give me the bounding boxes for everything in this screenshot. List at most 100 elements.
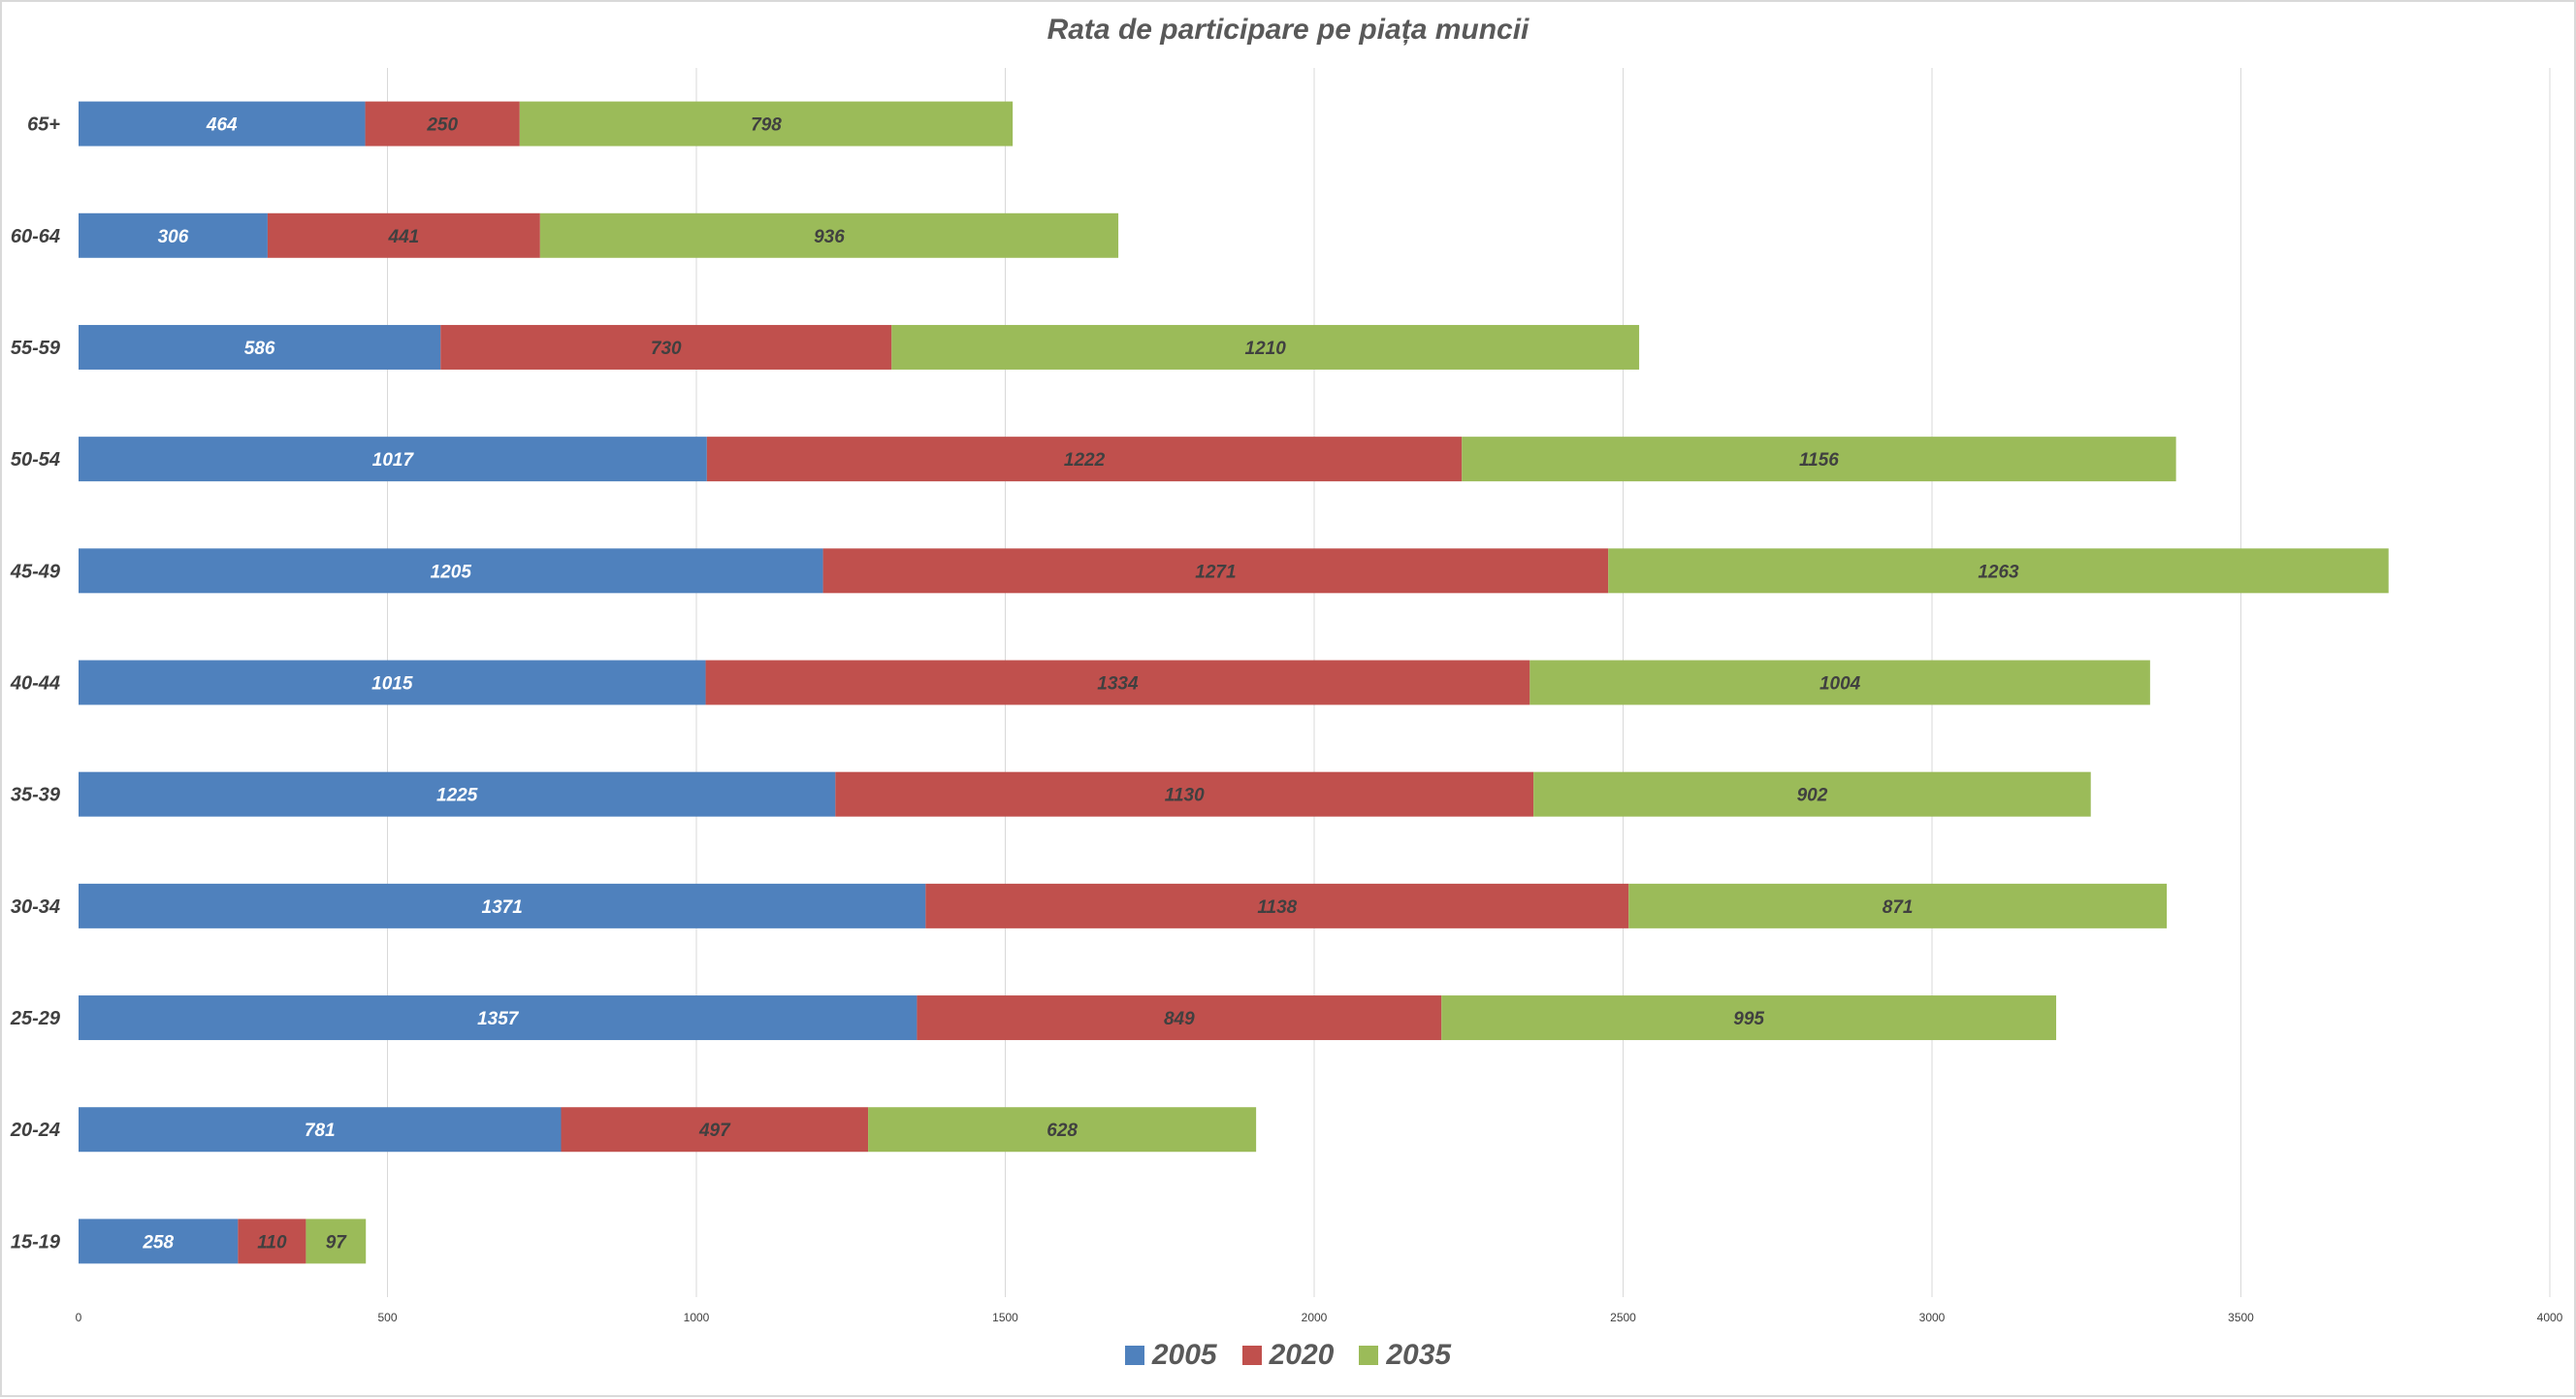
bar-2005 (79, 883, 926, 928)
bar-2020 (705, 660, 1530, 705)
legend-item: 2005 (1124, 1339, 1217, 1372)
data-label: 1225 (436, 786, 478, 806)
data-label: 730 (651, 339, 682, 359)
data-label: 1334 (1097, 674, 1139, 695)
category-label: 35-39 (11, 785, 61, 806)
data-label: 1015 (371, 674, 413, 695)
legend-swatch (1359, 1346, 1379, 1365)
bars (79, 101, 2389, 1264)
data-label: 936 (814, 227, 845, 247)
data-label: 995 (1733, 1009, 1764, 1029)
data-label: 97 (326, 1232, 348, 1253)
category-label: 60-64 (11, 226, 60, 247)
data-label: 1156 (1799, 450, 1839, 471)
bar-2035 (1530, 660, 2150, 705)
legend-item: 2035 (1359, 1339, 1451, 1372)
bar-2020 (822, 548, 1609, 594)
bar-2005 (79, 324, 441, 370)
bar-2035 (1441, 995, 2057, 1041)
category-axis: 65+ 60-64 55-59 50-54 45-49 40-44 35-39 30-34 25… (10, 114, 61, 1253)
category-label: 30-34 (11, 896, 60, 918)
bar-2005 (79, 660, 706, 705)
x-tick-label: 0 (76, 1311, 82, 1324)
data-label: 1371 (482, 897, 523, 918)
category-label: 55-59 (11, 338, 61, 359)
category-label: 15-19 (11, 1231, 61, 1253)
x-tick-label: 2500 (1610, 1311, 1636, 1324)
x-tick-label: 3000 (1919, 1311, 1946, 1324)
category-label: 50-54 (11, 449, 60, 471)
bar-2020 (706, 437, 1463, 482)
data-label: 250 (426, 115, 458, 136)
data-label: 798 (751, 115, 782, 136)
data-label: 464 (206, 115, 238, 136)
legend-swatch (1124, 1346, 1144, 1365)
bar-2035 (1608, 548, 2389, 594)
data-label: 1263 (1978, 562, 2019, 582)
legend-label: 2035 (1386, 1339, 1452, 1371)
bar-2020 (365, 101, 520, 146)
data-label: 902 (1797, 786, 1828, 806)
bar-2005 (79, 995, 918, 1041)
data-label: 1004 (1819, 674, 1861, 695)
data-label: 1222 (1064, 450, 1106, 471)
data-label: 1357 (477, 1009, 520, 1029)
chart-title: Rata de participare pe piața muncii (1046, 14, 1530, 46)
data-label: 441 (388, 227, 420, 247)
data-label: 306 (158, 227, 189, 247)
bar-2035 (539, 212, 1119, 258)
data-label: 110 (257, 1232, 287, 1253)
data-label: 497 (698, 1121, 731, 1141)
x-tick-label: 2000 (1302, 1311, 1328, 1324)
bar-2035 (1462, 437, 2176, 482)
bar-2020 (925, 883, 1629, 928)
bar-2020 (238, 1219, 306, 1264)
x-tick-label: 500 (377, 1311, 397, 1324)
x-tick-label: 1500 (992, 1311, 1018, 1324)
legend-item: 2020 (1241, 1339, 1335, 1372)
bar-2005 (79, 212, 268, 258)
bar-2020 (561, 1107, 869, 1153)
data-label: 1210 (1245, 339, 1287, 359)
data-label: 1205 (431, 562, 472, 582)
bar-2005 (79, 437, 707, 482)
data-label: 1130 (1165, 786, 1205, 806)
legend: 2005 2020 2035 (2, 1339, 2574, 1372)
legend-label: 2005 (1151, 1339, 1217, 1371)
data-label: 1017 (372, 450, 415, 471)
bar-2035 (1628, 883, 2168, 928)
bar-2005 (79, 771, 836, 817)
category-label: 65+ (27, 114, 60, 136)
x-tick-label: 4000 (2537, 1311, 2563, 1324)
x-tick-label: 1000 (684, 1311, 710, 1324)
data-label: 849 (1164, 1009, 1195, 1029)
data-label: 1271 (1195, 562, 1236, 582)
data-label: 628 (1046, 1121, 1078, 1141)
bar-2035 (891, 324, 1640, 370)
bar-2035 (519, 101, 1014, 146)
bar-2035 (868, 1107, 1257, 1153)
data-label: 258 (142, 1232, 174, 1253)
legend-label: 2020 (1269, 1339, 1335, 1371)
bar-2020 (440, 324, 892, 370)
data-label: 781 (305, 1121, 336, 1141)
category-label: 45-49 (10, 561, 61, 582)
bar-2005 (79, 548, 823, 594)
data-label: 586 (244, 339, 275, 359)
category-label: 40-44 (10, 673, 60, 695)
bar-2020 (267, 212, 540, 258)
bar-2005 (79, 1219, 239, 1264)
bar-2020 (917, 995, 1442, 1041)
bar-2005 (79, 101, 366, 146)
category-label: 25-29 (10, 1008, 61, 1029)
x-tick-label: 3500 (2228, 1311, 2254, 1324)
data-labels: 464 250 798 306 441 936 586 730 1210 1017 1222 1156… (142, 115, 2019, 1253)
bar-2035 (306, 1219, 367, 1264)
bar-2035 (1533, 771, 2091, 817)
data-label: 1138 (1257, 897, 1297, 918)
category-label: 20-24 (10, 1120, 60, 1141)
bar-2020 (835, 771, 1534, 817)
legend-swatch (1241, 1346, 1262, 1365)
